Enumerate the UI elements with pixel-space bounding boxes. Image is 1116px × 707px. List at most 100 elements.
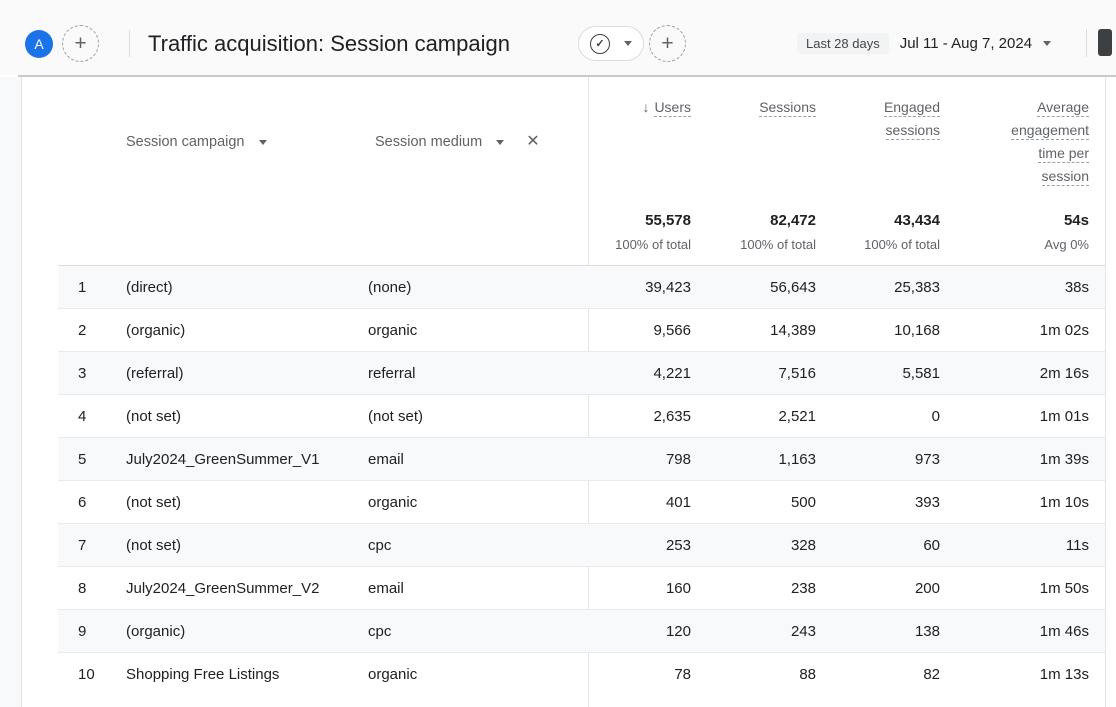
totals-subtext: 100% of total — [615, 237, 691, 252]
avg-engagement-time-value: 1m 46s — [1039, 622, 1089, 640]
row-index: 10 — [78, 666, 95, 683]
totals-spacer — [126, 213, 368, 252]
users-value: 798 — [665, 450, 691, 468]
totals-spacer — [58, 213, 126, 252]
totals-subtext: 100% of total — [740, 237, 816, 252]
column-header-line: engagement — [940, 119, 1089, 142]
session-medium-value: email — [368, 450, 404, 468]
session-medium-value: organic — [368, 666, 418, 683]
session-campaign-value: July2024_GreenSummer_V2 — [126, 579, 320, 597]
session-medium-value: referral — [368, 364, 416, 382]
column-header-label: session — [1041, 168, 1089, 186]
column-header-users[interactable]: ↓ Users — [589, 96, 691, 188]
remove-dimension-button[interactable]: ✕ — [526, 133, 540, 150]
session-medium-value: cpc — [368, 622, 392, 640]
sessions-value: 328 — [790, 536, 816, 554]
avg-engagement-time-value: 1m 10s — [1039, 493, 1089, 511]
row-index: 2 — [78, 321, 87, 339]
session-medium-value: organic — [368, 321, 418, 339]
chevron-down-icon — [1043, 40, 1052, 46]
session-medium-value: cpc — [368, 536, 392, 554]
users-value: 253 — [665, 536, 691, 554]
column-header-sessions[interactable]: Sessions — [691, 96, 816, 188]
column-header-line: session — [940, 165, 1089, 188]
row-index: 9 — [78, 622, 87, 640]
add-segment-button[interactable]: + — [62, 25, 99, 62]
table-row: 7 (not set) cpc 253 328 60 11s — [58, 524, 1105, 567]
table-row: 10 Shopping Free Listings organic 78 88 82 1m … — [58, 653, 1105, 696]
column-header-label: Average — [1037, 99, 1089, 117]
column-header-label: Session medium — [375, 134, 483, 150]
session-medium-value: (not set) — [368, 407, 424, 425]
session-campaign-value: (not set) — [126, 536, 182, 554]
column-header-session-campaign[interactable]: Session campaign — [126, 96, 368, 188]
column-header-line: Sessions — [691, 96, 816, 119]
check-icon: ✓ — [590, 33, 610, 54]
totals-row: 55,578 100% of total 82,472 100% of total 43… — [58, 213, 1105, 265]
add-comparison-button[interactable]: + — [649, 25, 686, 62]
dropdown-caret-icon — [258, 139, 267, 145]
engaged-sessions-value: 82 — [923, 666, 940, 683]
users-value: 39,423 — [645, 278, 691, 296]
sessions-value: 243 — [790, 622, 816, 640]
column-header-line: Engaged — [816, 96, 940, 119]
sessions-value: 238 — [790, 579, 816, 597]
column-header-line: ↓ Users — [589, 96, 691, 119]
column-header-avg-engagement-time[interactable]: Average engagement time per session — [940, 96, 1105, 188]
table-header-row: Session campaign Session medium ✕ ↓ Users… — [58, 77, 1105, 188]
column-header-label: Engaged — [883, 99, 940, 117]
engaged-sessions-value: 25,383 — [894, 278, 940, 296]
session-medium-value: email — [368, 579, 404, 597]
side-panel-icon[interactable] — [1098, 29, 1112, 56]
row-index: 7 — [78, 536, 87, 554]
sessions-value: 56,643 — [770, 278, 816, 296]
report-validity-button[interactable]: ✓ — [578, 26, 644, 61]
totals-subtext: Avg 0% — [1044, 237, 1089, 252]
session-campaign-value: (referral) — [126, 364, 184, 382]
row-index: 6 — [78, 493, 87, 511]
totals-subtext: 100% of total — [864, 237, 940, 252]
column-header-session-medium[interactable]: Session medium ✕ — [368, 96, 589, 188]
totals-value: 55,578 — [645, 212, 691, 229]
column-header-label: Sessions — [759, 99, 816, 117]
avg-engagement-time-value: 2m 16s — [1039, 364, 1089, 382]
row-index: 1 — [78, 278, 87, 296]
table-row: 5 July2024_GreenSummer_V1 email 798 1,163 973… — [58, 438, 1105, 481]
column-header-engaged-sessions[interactable]: Engaged sessions — [816, 96, 940, 188]
avatar[interactable]: A — [25, 30, 53, 58]
table-right-border — [1105, 77, 1106, 707]
table-row: 1 (direct) (none) 39,423 56,643 25,383 38s — [58, 266, 1105, 309]
report-header-bar: A + Traffic acquisition: Session campaig… — [0, 0, 1116, 75]
avg-engagement-time-value: 1m 13s — [1039, 666, 1089, 683]
users-value: 401 — [665, 493, 691, 511]
avg-engagement-time-value: 1m 39s — [1039, 450, 1089, 468]
session-campaign-value: (not set) — [126, 493, 182, 511]
table-body: 1 (direct) (none) 39,423 56,643 25,383 38s 2 (or… — [58, 266, 1105, 696]
users-value: 120 — [665, 622, 691, 640]
sessions-value: 500 — [790, 493, 816, 511]
column-header-label: time per — [1038, 145, 1089, 163]
session-campaign-value: July2024_GreenSummer_V1 — [126, 450, 320, 468]
session-medium-value: organic — [368, 493, 418, 511]
session-campaign-value: (direct) — [126, 278, 173, 296]
table-top-border — [18, 75, 1116, 77]
sessions-value: 14,389 — [770, 321, 816, 339]
totals-value: 54s — [1063, 212, 1089, 229]
header-divider — [129, 30, 130, 57]
avg-engagement-time-value: 1m 50s — [1039, 579, 1089, 597]
column-header-line: Average — [940, 96, 1089, 119]
engaged-sessions-value: 200 — [914, 579, 940, 597]
engaged-sessions-value: 973 — [914, 450, 940, 468]
chevron-down-icon — [624, 41, 632, 46]
avg-engagement-time-value: 11s — [1065, 536, 1089, 554]
session-campaign-value: (organic) — [126, 622, 186, 640]
engaged-sessions-value: 5,581 — [902, 364, 940, 382]
table-row: 4 (not set) (not set) 2,635 2,521 0 1m 01s — [58, 395, 1105, 438]
avg-engagement-time-value: 1m 01s — [1039, 407, 1089, 425]
date-range-picker[interactable]: Last 28 days Jul 11 - Aug 7, 2024 — [797, 30, 1052, 56]
engaged-sessions-value: 60 — [923, 536, 940, 554]
column-header-label: sessions — [885, 122, 940, 140]
column-header-label: Users — [654, 99, 691, 117]
totals-spacer — [368, 213, 589, 252]
